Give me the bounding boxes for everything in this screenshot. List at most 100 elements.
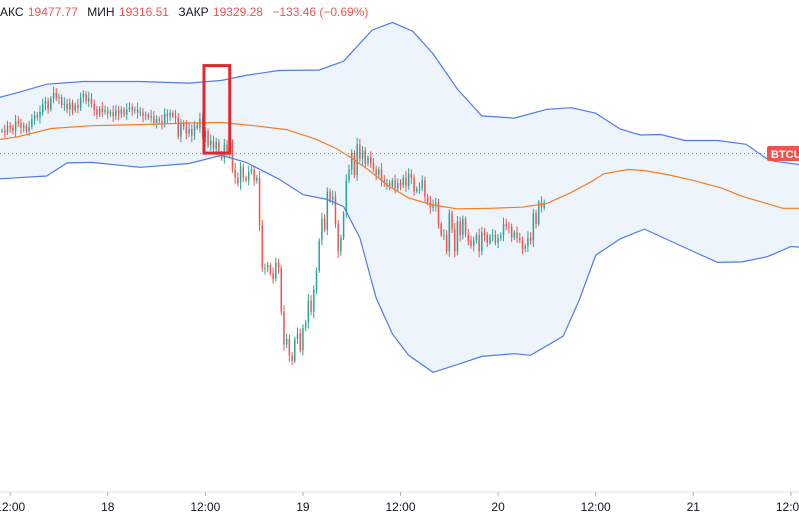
candle-body: [359, 144, 361, 159]
candle-body: [481, 232, 483, 252]
candle-body: [123, 109, 125, 115]
bollinger-lower-line: [0, 154, 799, 373]
candle-body: [264, 267, 266, 269]
candle-body: [9, 125, 11, 128]
candle-body: [275, 262, 277, 279]
candle-body: [285, 338, 288, 345]
candle-body: [55, 92, 57, 99]
candle-body: [218, 142, 220, 154]
bollinger-band-fill: [0, 22, 799, 373]
candle-body: [413, 177, 415, 192]
candle-body: [3, 130, 6, 133]
candle-body: [291, 355, 293, 361]
candle-body: [115, 110, 117, 116]
candle-body: [350, 153, 353, 170]
candle-body: [20, 123, 22, 128]
candle-body: [524, 246, 526, 249]
candle-body: [131, 107, 133, 111]
candle-body: [321, 218, 323, 241]
candle-body: [472, 240, 475, 246]
candle-body: [397, 183, 399, 189]
candle-body: [169, 112, 171, 117]
candle-body: [332, 196, 334, 200]
candle-body: [17, 121, 20, 123]
candle-body: [535, 213, 537, 225]
candle-body: [508, 226, 510, 228]
candle-body: [383, 180, 385, 184]
candle-body: [426, 196, 429, 203]
candle-body: [136, 109, 139, 113]
candle-body: [193, 124, 196, 136]
candle-body: [63, 103, 66, 105]
candle-body: [470, 240, 472, 246]
candle-body: [28, 126, 30, 132]
candle-body: [288, 338, 291, 356]
candle-body: [207, 131, 209, 145]
candle-body: [380, 169, 383, 181]
candle-body: [326, 191, 329, 230]
x-tick-label: 12:00: [190, 500, 220, 514]
candle-body: [334, 196, 337, 225]
candle-body: [112, 112, 114, 116]
candle-body: [66, 103, 68, 110]
candle-body: [172, 112, 174, 116]
candle-body: [407, 173, 410, 186]
candle-body: [532, 213, 535, 241]
candle-body: [505, 224, 507, 227]
candle-body: [280, 267, 282, 312]
candle-body: [540, 202, 543, 208]
candle-body: [491, 235, 494, 237]
candle-body: [74, 104, 76, 111]
candle-body: [163, 113, 166, 124]
candle-body: [47, 101, 49, 110]
candle-body: [90, 98, 93, 104]
candle-body: [234, 169, 236, 178]
candle-body: [294, 338, 296, 361]
candle-body: [424, 180, 426, 197]
close-label: ЗАКР: [178, 5, 209, 19]
candle-body: [510, 226, 513, 238]
candle-body: [12, 127, 14, 132]
candle-body: [483, 232, 486, 236]
candle-body: [258, 177, 261, 226]
candle-body: [475, 235, 478, 241]
change-value: −133.46 (−0.69%): [272, 5, 369, 19]
candle-body: [421, 180, 423, 189]
candle-body: [88, 98, 90, 102]
candle-body: [215, 142, 217, 149]
candle-body: [353, 153, 356, 175]
candle-body: [364, 150, 367, 164]
candle-body: [139, 112, 142, 114]
x-tick-label: 20: [491, 500, 505, 514]
candle-body: [478, 235, 480, 252]
candle-body: [212, 141, 215, 149]
x-tick-label: 12:00: [0, 500, 26, 514]
candle-body: [459, 221, 461, 236]
candle-body: [104, 110, 106, 113]
candle-body: [521, 240, 524, 249]
x-tick-label: 12:00: [581, 500, 611, 514]
candle-body: [82, 94, 85, 98]
candle-body: [210, 141, 212, 145]
candle-body: [456, 221, 459, 252]
candle-body: [435, 202, 437, 205]
candle-body: [155, 119, 158, 123]
candle-body: [1, 130, 3, 132]
candle-body: [44, 101, 47, 104]
close-value: 19329.28: [212, 5, 263, 19]
candle-body: [529, 237, 532, 241]
candle-body: [120, 109, 123, 114]
candle-body: [399, 183, 402, 185]
candle-body: [166, 113, 169, 117]
candle-body: [429, 202, 432, 208]
candle-body: [519, 237, 521, 241]
low-value: 19316.51: [118, 5, 169, 19]
candle-body: [451, 213, 453, 230]
candle-body: [372, 162, 375, 170]
candle-body: [226, 144, 228, 154]
candle-body: [50, 98, 52, 110]
candle-body: [527, 237, 529, 246]
candle-body: [60, 97, 63, 105]
